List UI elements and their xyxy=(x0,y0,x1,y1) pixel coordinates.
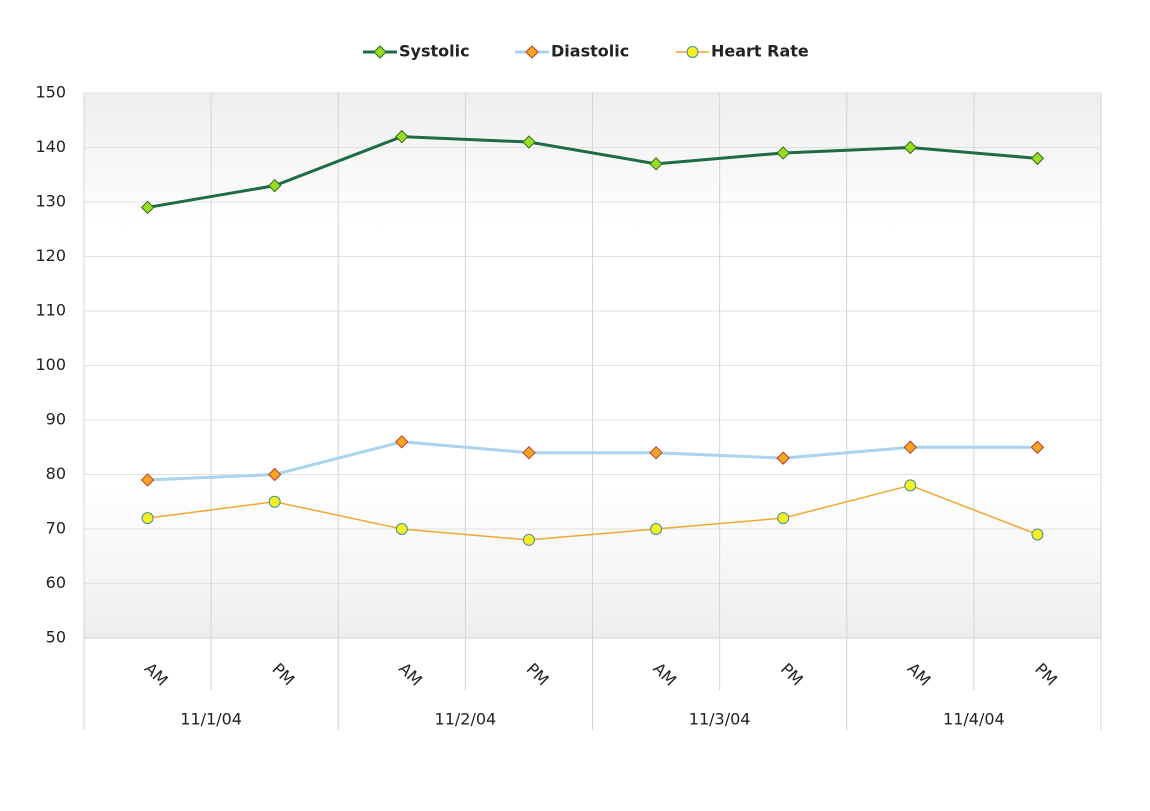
legend-label: Heart Rate xyxy=(711,42,809,61)
marker xyxy=(650,523,663,535)
y-tick-label: 140 xyxy=(35,137,66,156)
legend-marker xyxy=(525,45,539,59)
y-tick-label: 70 xyxy=(46,519,66,538)
marker xyxy=(776,146,790,160)
y-tick-label: 80 xyxy=(46,464,66,483)
group-label: 11/1/04 xyxy=(180,710,242,729)
group-label: 11/3/04 xyxy=(689,710,751,729)
x-tick-label: AM xyxy=(904,659,935,690)
marker xyxy=(522,445,536,460)
marker xyxy=(903,140,918,155)
marker xyxy=(395,435,409,449)
marker xyxy=(267,178,282,193)
marker xyxy=(522,135,536,149)
legend-label: Systolic xyxy=(399,42,470,61)
y-tick-label: 100 xyxy=(35,355,66,374)
marker xyxy=(1030,440,1045,454)
marker xyxy=(140,200,155,215)
x-tick-label: PM xyxy=(1031,659,1061,689)
marker xyxy=(522,533,535,546)
marker xyxy=(903,440,918,454)
x-tick-label: PM xyxy=(523,659,553,689)
legend-marker xyxy=(373,45,387,59)
marker xyxy=(140,473,155,487)
series-line xyxy=(147,484,1038,541)
y-tick-label: 60 xyxy=(46,573,66,592)
marker xyxy=(904,479,917,492)
y-tick-label: 110 xyxy=(35,301,66,320)
marker xyxy=(395,523,408,535)
marker xyxy=(649,445,663,460)
x-tick-label: PM xyxy=(777,659,807,689)
marker xyxy=(268,495,281,508)
marker xyxy=(649,157,663,171)
group-label: 11/4/04 xyxy=(943,710,1005,729)
marker xyxy=(776,451,790,465)
marker xyxy=(1031,528,1044,541)
group-label: 11/2/04 xyxy=(435,710,497,729)
marker xyxy=(141,512,154,525)
y-tick-label: 120 xyxy=(35,246,66,265)
x-tick-label: PM xyxy=(268,659,298,689)
marker xyxy=(267,467,282,482)
y-tick-label: 90 xyxy=(46,410,66,429)
y-tick-label: 50 xyxy=(46,628,66,647)
marker xyxy=(395,129,409,144)
marker xyxy=(1030,151,1045,166)
y-tick-label: 150 xyxy=(35,83,66,102)
series-line xyxy=(147,440,1038,482)
marker xyxy=(777,512,790,525)
legend-label: Diastolic xyxy=(551,42,629,61)
legend-marker xyxy=(686,46,699,58)
x-tick-label: AM xyxy=(395,659,426,690)
x-tick-label: AM xyxy=(141,659,172,690)
y-tick-label: 130 xyxy=(35,192,66,211)
x-tick-label: AM xyxy=(649,659,680,690)
series-line xyxy=(147,135,1038,209)
